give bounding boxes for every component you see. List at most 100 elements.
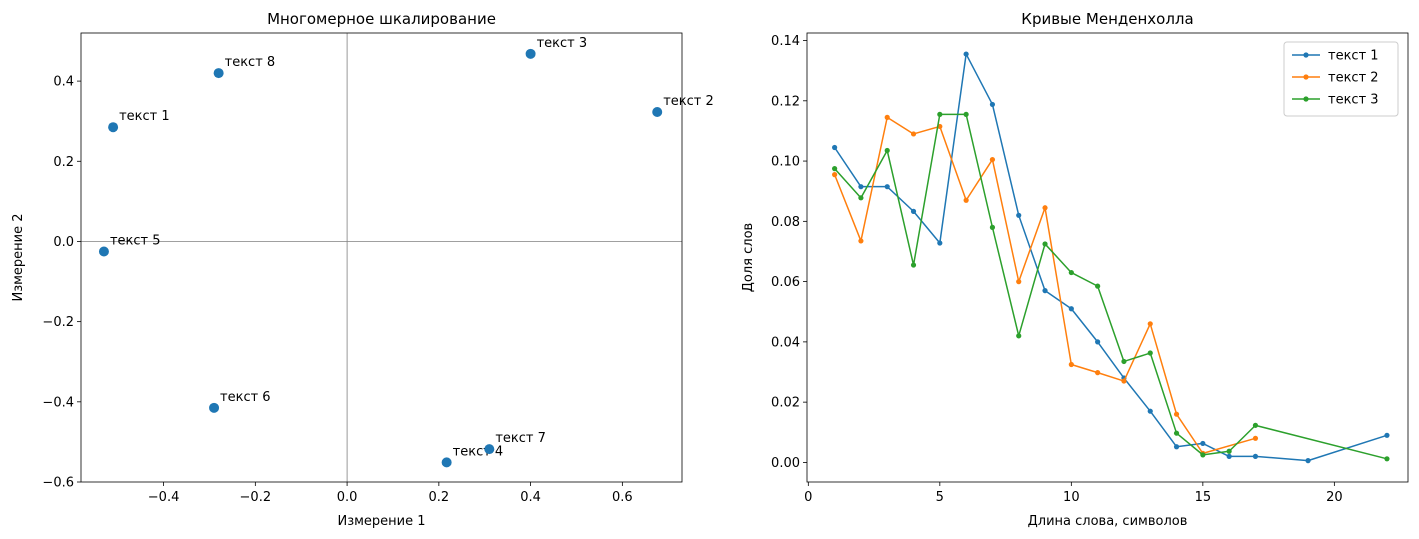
mendenhall-y-tick-label: 0.06 [771,275,800,290]
mendenhall-y-tick-label: 0.04 [771,335,800,350]
mds-point [98,246,109,257]
series-point [989,156,996,163]
series-point [1305,458,1311,464]
series-point [1068,306,1074,312]
mendenhall-x-tick-label: 5 [936,490,944,505]
legend-label: текст 3 [1328,93,1379,108]
series-point [1173,430,1180,436]
series-point [884,147,890,154]
mendenhall-x-tick-label: 15 [1195,490,1212,505]
mds-point [525,48,536,59]
series-point [937,111,943,117]
legend-marker [1303,74,1309,80]
series-point [1068,269,1074,276]
mds-x-tick-label: 0.2 [429,490,450,505]
mendenhall-y-axis-label: Доля слов [741,223,756,292]
mendenhall-series [832,51,1390,464]
mds-point-label: текст 1 [119,109,170,124]
legend-label: текст 2 [1328,71,1379,86]
series-point [910,262,917,268]
mds-y-axis-label: Измерение 2 [11,213,26,301]
mds-y-axis-ticks: −0.6 −0.4 −0.2 0.0 0.2 0.4 [42,75,81,491]
mendenhall-y-tick-label: 0.02 [771,396,800,411]
mds-x-tick-label: −0.4 [148,490,180,505]
mds-x-tick-label: 0.4 [520,490,541,505]
mds-y-tick-label: 0.4 [53,75,74,90]
series-point [884,114,890,120]
mds-x-tick-label: 0.0 [337,490,358,505]
legend-item: текст 1 [1292,49,1379,64]
mds-point-label: текст 5 [110,233,161,248]
legend-item: текст 3 [1292,93,1379,108]
mds-points: текст 1 текст 2 текст 3 текст 4 текст 5 текст… [98,36,714,468]
series-point [858,184,864,190]
legend-box [1283,41,1399,117]
series-point [1226,448,1232,454]
series-point [1384,456,1390,462]
mendenhall-legend: текст 1 текст 2 текст 3 [1283,41,1399,117]
mds-point-label: текст 6 [220,390,271,405]
mds-point [441,457,452,468]
series-point [884,184,890,190]
series-point [832,166,838,172]
mendenhall-x-axis-label: Длина слова, символов [1028,514,1188,529]
mds-point [484,444,495,455]
series-point [937,240,943,246]
mendenhall-y-tick-label: 0.12 [771,94,800,109]
mds-point-label: текст 4 [453,444,504,459]
legend-label: текст 1 [1328,49,1379,64]
series-point [1252,435,1259,441]
mds-point [108,122,119,133]
mendenhall-x-tick-label: 0 [804,490,812,505]
mendenhall-x-axis-ticks: 0 5 10 15 20 [804,482,1343,505]
series-point [1252,422,1259,428]
series-point [910,131,917,137]
legend-item: текст 2 [1292,71,1379,86]
series-point [963,51,969,57]
series-point [1095,339,1101,345]
series-point [1147,321,1153,327]
mds-scatter-chart: Многомерное шкалирование −0.4 −0.2 0.0 0.2 0… [11,10,714,529]
series-point [1173,444,1180,450]
legend-marker [1303,96,1309,102]
series-point [963,197,969,203]
mendenhall-y-axis-ticks: 0.00 0.02 0.04 0.06 0.08 0.10 0.12 0.14 [771,34,807,471]
series-point [858,195,864,201]
mds-point-label: текст 3 [537,36,588,51]
series-point [1042,241,1048,247]
mds-y-tick-label: −0.2 [42,315,74,330]
series-point [832,172,838,178]
mendenhall-chart-title: Кривые Менденхолла [1021,10,1193,28]
series-point [1121,378,1127,384]
mds-point-label: текст 7 [495,431,546,446]
series-point [963,111,969,117]
mendenhall-y-tick-label: 0.10 [771,155,800,170]
mendenhall-series-2 [832,114,1259,456]
mds-point [209,402,220,413]
series-point [1016,212,1022,218]
mds-x-axis-ticks: −0.4 −0.2 0.0 0.2 0.4 0.6 [148,482,633,505]
mds-point-label: текст 8 [225,55,276,70]
mds-y-tick-label: 0.0 [53,235,74,250]
mendenhall-y-tick-label: 0.14 [771,34,800,49]
series-point [1042,288,1048,294]
series-point [989,101,996,108]
mds-point [652,106,663,117]
series-point [1095,370,1101,376]
series-point [1016,333,1022,339]
mds-y-tick-label: −0.6 [42,476,74,491]
mendenhall-line-chart: Кривые Менденхолла 0 5 10 15 20 0.00 0.02 0.04… [741,10,1409,529]
mendenhall-plot-frame [806,32,1409,483]
series-point [1147,350,1153,356]
mendenhall-y-tick-label: 0.08 [771,215,800,230]
series-point [910,208,917,214]
series-point [1200,452,1206,458]
mendenhall-y-tick-label: 0.00 [771,456,800,471]
mendenhall-series-3 [832,111,1390,462]
series-point [989,224,996,230]
series-line [834,113,1388,460]
mds-x-tick-label: −0.2 [240,490,272,505]
series-point [1095,283,1101,289]
mendenhall-x-tick-label: 10 [1063,490,1080,505]
mds-point-label: текст 2 [663,94,714,109]
